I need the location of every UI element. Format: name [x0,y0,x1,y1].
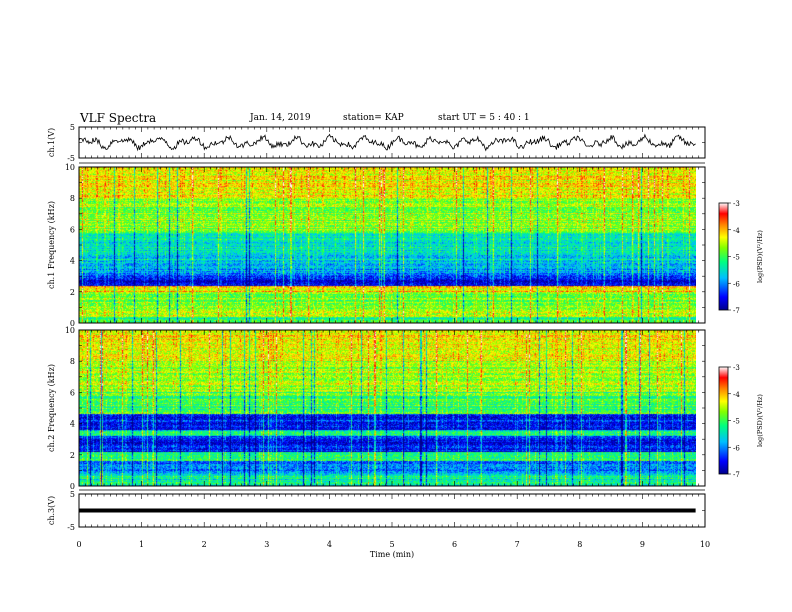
x-tick-label: 5 [389,540,394,549]
colorbar-tick-label: -6 [733,280,740,288]
y-tick-label: -5 [67,523,75,532]
colorbar-tick-label: -4 [733,391,740,399]
figure-title: VLF Spectra [80,111,157,125]
x-tick-label: 0 [76,540,81,549]
y-tick-label: -5 [67,154,75,163]
x-tick-label: 4 [327,540,332,549]
y-tick-label: 5 [70,123,75,132]
colorbar-tick-label: -3 [733,200,740,208]
waveform-traces [78,133,696,513]
y-tick-label: 6 [70,225,75,234]
y-axis-label: ch.1(V) [47,128,56,157]
x-tick-label: 7 [515,540,520,549]
colorbar-tick-label: -5 [733,254,740,262]
header-date: Jan. 14, 2019 [250,113,311,123]
spectrogram-images [79,167,696,486]
x-tick-label: 3 [264,540,269,549]
colorbar-tick-label: -3 [733,364,740,372]
colorbar-label: log(PSD)(V²/Hz) [756,230,764,283]
colorbar-ch2 [718,366,729,475]
y-axis-label: ch.1 Frequency (kHz) [47,201,56,289]
y-tick-label: 10 [65,326,75,335]
y-tick-label: 8 [70,194,75,203]
y-tick-label: 8 [70,357,75,366]
colorbar-ch1 [718,202,729,311]
x-axis-label: Time (min) [370,550,414,559]
y-axis-label: ch.2 Frequency (kHz) [47,364,56,452]
x-tick-label: 8 [577,540,582,549]
y-tick-label: 5 [70,490,75,499]
ch1-waveform-line [78,133,696,152]
y-tick-label: 6 [70,388,75,397]
y-tick-label: 10 [65,163,75,172]
x-tick-label: 1 [139,540,144,549]
y-tick-label: 0 [70,319,75,328]
colorbar-tick-label: -5 [733,418,740,426]
spectrogram-ch2 [79,330,696,486]
colorbars: -3 -4 -5 -6 -7 log(PSD)(V²/Hz) -3 -4 -5 -6 -7 log(P… [718,200,764,479]
colorbar-tick-label: -7 [733,471,740,479]
spectrogram-ch1 [79,167,696,323]
y-tick-label: 4 [70,257,75,266]
header-start-time: start UT = 5 : 40 : 1 [438,113,530,123]
y-tick-label: 0 [70,482,75,491]
header-station: station= KAP [343,113,404,123]
colorbar-tick-label: -6 [733,444,740,452]
x-tick-label: 10 [700,540,710,549]
colorbar-tick-label: -7 [733,307,740,315]
colorbar-label: log(PSD)(V²/Hz) [756,394,764,447]
y-axis-label: ch.3(V) [47,496,56,525]
x-tick-label: 2 [202,540,207,549]
x-tick-label: 9 [640,540,645,549]
y-tick-label: 2 [70,451,75,460]
y-tick-label: 2 [70,288,75,297]
x-tick-label: 6 [452,540,457,549]
y-tick-label: 4 [70,420,75,429]
colorbar-tick-label: -4 [733,227,740,235]
